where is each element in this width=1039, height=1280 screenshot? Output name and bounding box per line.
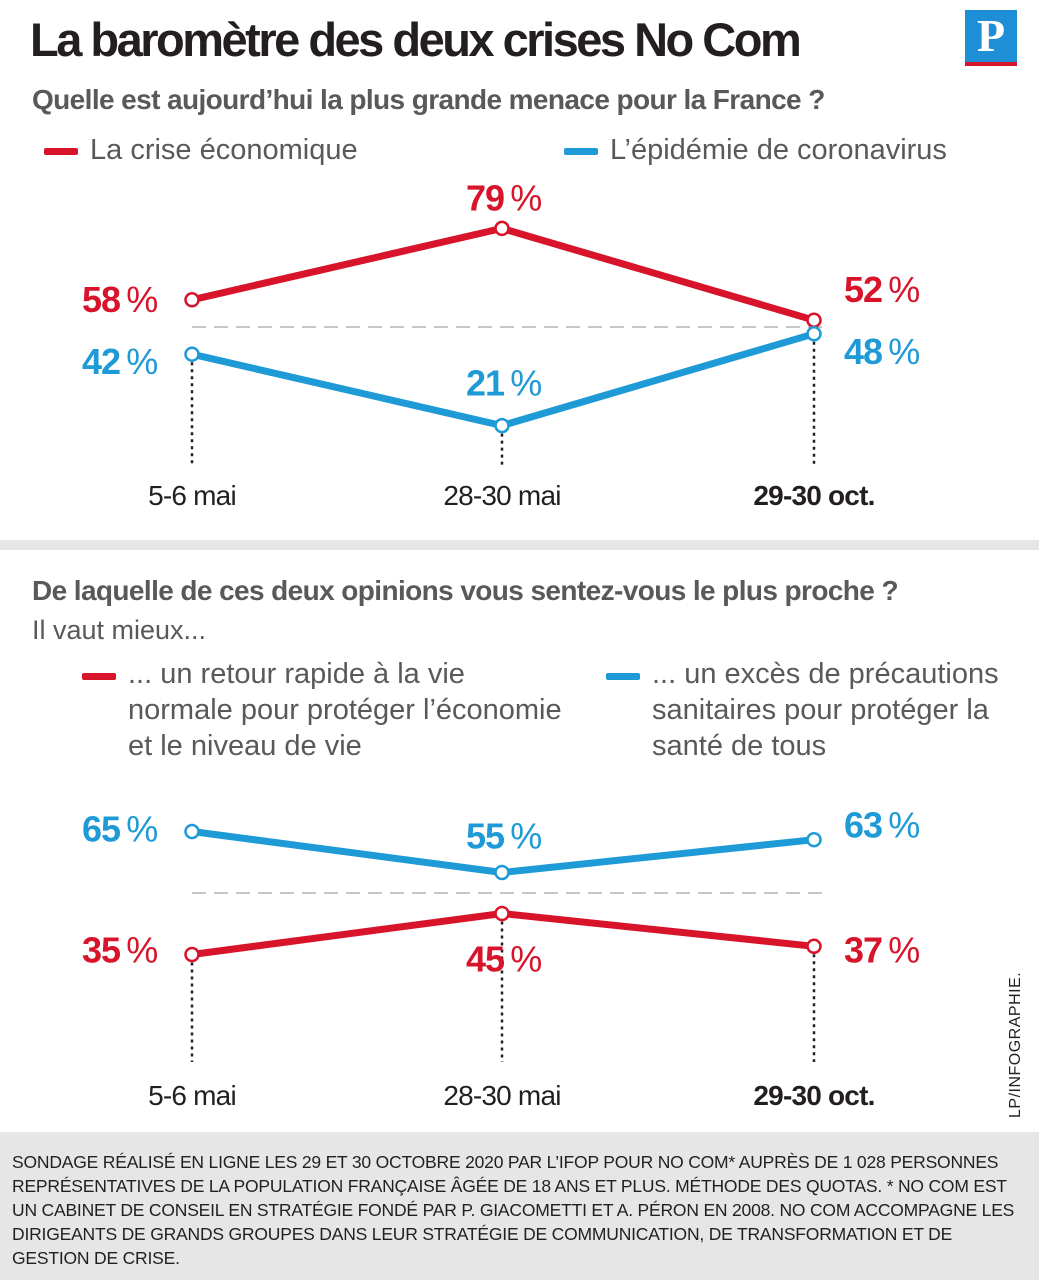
x-tick-label: 29-30 oct. xyxy=(753,480,874,511)
data-point xyxy=(184,946,200,963)
data-label-unit: % xyxy=(120,930,157,971)
chart-1: 58 %79 %52 %42 %21 %48 %5-6 mai 28-30 mai… xyxy=(82,177,920,511)
chart2-subtitle: Il vaut mieux... xyxy=(32,615,207,645)
data-point xyxy=(494,905,510,922)
data-label-value: 35 xyxy=(82,930,121,971)
footer-method: Sondage réalisé en ligne les 29 et 30 oc… xyxy=(12,1152,999,1196)
data-label-value: 55 xyxy=(466,816,505,857)
x-tick-label: 5-6 mai xyxy=(148,1080,236,1111)
data-label: 21 % xyxy=(466,363,541,404)
legend-blue-label-1: L’épidémie de coronavirus xyxy=(610,134,947,166)
data-label-value: 65 xyxy=(82,809,121,850)
data-label-value: 79 xyxy=(466,177,504,218)
chart2-question: De laquelle de ces deux opinions vous se… xyxy=(32,575,899,606)
x-tick-label: 28-30 mai xyxy=(443,1080,560,1111)
chart1-question: Quelle est aujourd’hui la plus grande me… xyxy=(32,84,825,115)
data-label: 58 % xyxy=(82,279,157,320)
data-label-unit: % xyxy=(504,177,541,218)
footer-note: * No Com est un cabinet de conseil en st… xyxy=(12,1176,1015,1268)
logo-letter: P xyxy=(976,10,1006,61)
legend-blue-label-2: ... un excès de précautions sanitaires p… xyxy=(652,658,999,762)
data-label-unit: % xyxy=(120,341,157,382)
data-label-unit: % xyxy=(504,939,541,980)
data-label: 79 % xyxy=(466,177,541,218)
x-tick-label: 28-30 mai xyxy=(443,480,560,511)
data-label-unit: % xyxy=(504,816,541,857)
data-point xyxy=(806,312,822,328)
data-label: 45 % xyxy=(466,939,541,980)
x-tick-label: 5-6 mai xyxy=(148,480,236,511)
data-point xyxy=(806,938,822,955)
data-label-value: 21 xyxy=(466,363,505,404)
data-point xyxy=(806,326,822,342)
section-separator xyxy=(0,540,1039,550)
data-point xyxy=(494,220,510,237)
data-label-unit: % xyxy=(882,805,919,846)
legend-red-label-1: La crise économique xyxy=(90,134,358,166)
data-label: 35 % xyxy=(82,930,157,971)
data-label-unit: % xyxy=(120,279,157,320)
data-label: 48 % xyxy=(844,331,919,372)
data-point xyxy=(184,346,200,362)
data-label-value: 37 xyxy=(844,929,882,970)
data-label-value: 52 xyxy=(844,269,882,310)
data-label: 55 % xyxy=(466,816,541,857)
data-label-value: 42 xyxy=(82,341,120,382)
series-line-red xyxy=(188,224,818,324)
data-label: 42 % xyxy=(82,341,157,382)
data-label-unit: % xyxy=(120,809,157,850)
data-label: 63 % xyxy=(844,805,919,846)
data-point xyxy=(184,823,200,840)
legend-red-label-2: ... un retour rapide à la vie normale po… xyxy=(128,658,562,762)
data-label: 37 % xyxy=(844,929,919,970)
newspaper-logo: P xyxy=(965,10,1017,66)
legend-blue-swatch-1 xyxy=(564,148,598,155)
data-label-unit: % xyxy=(504,363,541,404)
data-label: 65 % xyxy=(82,809,157,850)
x-tick-label: 29-30 oct. xyxy=(753,1080,874,1111)
footer-text: Sondage réalisé en ligne les 29 et 30 oc… xyxy=(12,1150,1027,1270)
data-label-unit: % xyxy=(882,269,919,310)
data-point xyxy=(494,417,510,434)
footer: Sondage réalisé en ligne les 29 et 30 oc… xyxy=(0,1132,1039,1280)
data-point xyxy=(184,292,200,308)
data-label-value: 48 xyxy=(844,331,882,372)
data-label-value: 45 xyxy=(466,939,505,980)
data-label: 52 % xyxy=(844,269,919,310)
data-label-unit: % xyxy=(882,331,919,372)
page-title: La baromètre des deux crises No Com xyxy=(30,13,802,66)
chart-2: 35 % 45 % 37 %65 % 55 % 63 %5-6 mai 28-30 mai… xyxy=(82,805,920,1111)
credit-text: LP/INFOGRAPHIE. xyxy=(1007,971,1024,1118)
data-label-unit: % xyxy=(882,929,919,970)
data-label-value: 58 xyxy=(82,279,120,320)
legend-red-swatch-2 xyxy=(82,673,116,680)
data-label-value: 63 xyxy=(844,805,882,846)
data-point xyxy=(806,831,822,848)
data-point xyxy=(494,864,510,881)
legend-red-swatch-1 xyxy=(44,148,78,155)
legend-blue-swatch-2 xyxy=(606,673,640,680)
